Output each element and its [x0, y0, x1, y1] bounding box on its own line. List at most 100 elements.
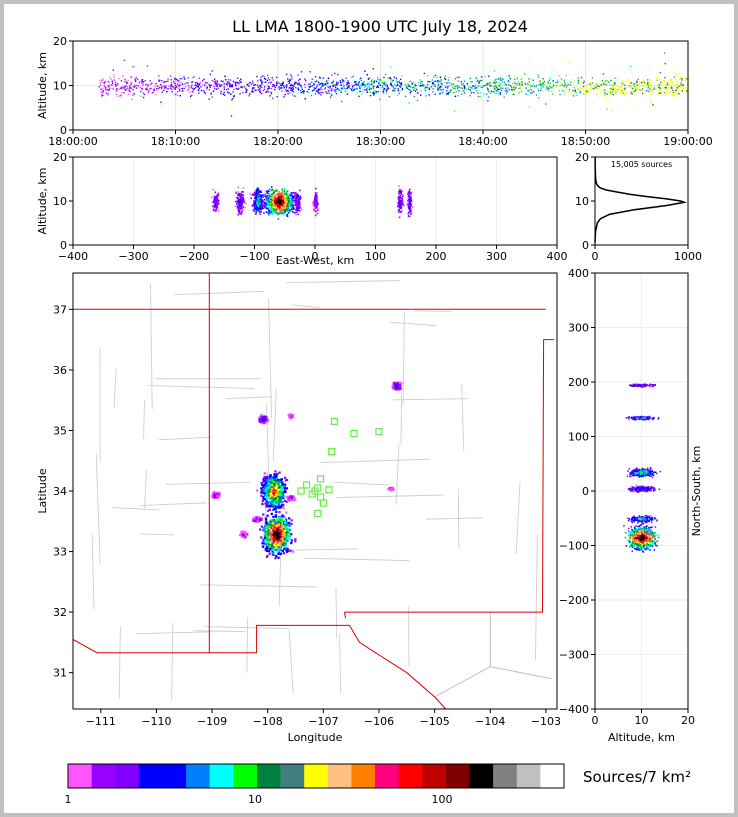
time-height-source [656, 77, 658, 79]
time-height-source [267, 77, 270, 79]
time-height-source [191, 87, 193, 89]
time-height-source [659, 78, 661, 80]
time-height-source [614, 83, 616, 85]
time-height-source [467, 88, 470, 90]
time-height-source [580, 87, 582, 89]
ew-height-source [276, 207, 278, 209]
time-height-source [611, 110, 613, 112]
time-height-source [676, 89, 678, 91]
time-height-source [123, 85, 125, 87]
ew-height-source [409, 188, 411, 191]
time-height-source [327, 77, 330, 79]
time-height-source [174, 78, 176, 81]
time-height-source [425, 95, 427, 97]
county-line [118, 626, 121, 700]
ew-height-source [255, 213, 257, 215]
time-height-source [100, 88, 102, 90]
time-height-source [609, 84, 611, 86]
time-height-source [234, 83, 237, 85]
time-height-source [287, 78, 289, 80]
ew-height-source [240, 199, 243, 201]
time-height-source [349, 87, 351, 90]
ew-height-source [408, 205, 411, 207]
time-height-source [134, 85, 136, 87]
time-height-source [463, 84, 465, 86]
time-height-source [498, 81, 500, 83]
time-height-source [197, 89, 200, 91]
time-height-source [447, 85, 449, 88]
ew-height-source [274, 204, 277, 206]
time-height-source [343, 85, 345, 87]
time-height-source [446, 86, 448, 89]
time-height-source [650, 100, 652, 102]
time-height-source [552, 80, 554, 82]
time-height-source [428, 88, 431, 90]
time-height-source [178, 85, 180, 87]
time-height-source [668, 83, 670, 85]
time-height-source [565, 75, 567, 77]
time-height-source [164, 87, 166, 89]
time-height-source [221, 84, 223, 86]
time-height-source [276, 83, 278, 85]
time-height-source [594, 86, 597, 88]
time-height-source [254, 84, 256, 86]
time-height-source [680, 85, 683, 87]
ew-height-source [277, 210, 280, 213]
time-height-source [668, 88, 670, 90]
ew-height-source [282, 200, 285, 202]
time-height-source [179, 95, 181, 97]
time-height-source [465, 88, 468, 90]
time-height-source [175, 86, 177, 89]
time-height-source [251, 91, 253, 93]
ew-height-source [285, 195, 288, 197]
ew-height-source [212, 188, 215, 191]
time-height-source [108, 86, 110, 88]
time-height-source [472, 85, 474, 87]
time-height-source [289, 79, 291, 81]
ew-height-source [397, 209, 400, 211]
ew-height-source [266, 204, 269, 207]
time-height-source [605, 83, 608, 85]
ew-height-source [276, 211, 278, 214]
time-height-source [390, 83, 392, 85]
time-height-source [395, 84, 397, 86]
time-height-source [506, 89, 508, 91]
time-height-source [663, 52, 666, 54]
time-height-source [134, 77, 136, 80]
time-height-source [437, 88, 439, 90]
time-height-source [313, 89, 315, 91]
ew-height-source [262, 194, 264, 196]
time-height-source [405, 87, 408, 89]
time-height-source [577, 88, 579, 90]
ew-height-source [288, 196, 291, 199]
time-height-source [359, 78, 361, 80]
ew-height-source [283, 213, 285, 216]
time-height-source [392, 89, 394, 92]
time-height-source [364, 70, 366, 72]
time-height-source [99, 79, 101, 81]
ew-height-source [280, 209, 283, 211]
ew-height-source [292, 192, 295, 194]
time-height-source [588, 82, 590, 85]
ew-height-source [410, 200, 413, 202]
ew-height-source [411, 206, 414, 208]
ew-height-source [313, 205, 315, 207]
time-height-source [127, 93, 130, 95]
ew-height-source [273, 205, 276, 207]
ew-height-source [407, 193, 409, 195]
ew-height-source [256, 194, 258, 197]
ew-height-source [286, 215, 289, 217]
time-height-source [406, 87, 409, 90]
ew-height-source [257, 188, 260, 190]
ew-height-source [315, 196, 318, 199]
time-height-source [675, 74, 677, 76]
time-height-source [132, 85, 135, 88]
time-height-source [377, 85, 379, 87]
time-height-source [270, 81, 272, 83]
time-height-source [299, 78, 301, 80]
county-line [136, 631, 213, 635]
ew-height-source [269, 196, 271, 199]
time-height-source [557, 75, 559, 77]
county-line [112, 507, 160, 511]
ew-height-source [409, 196, 411, 199]
